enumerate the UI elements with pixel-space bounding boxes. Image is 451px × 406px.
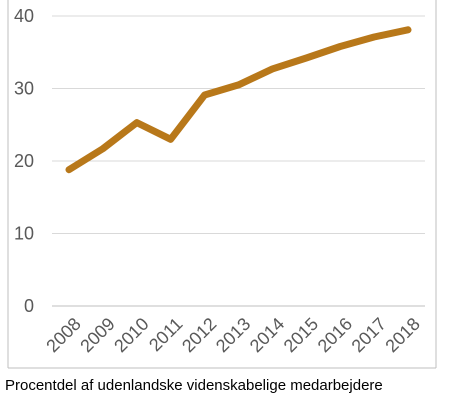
- y-tick-label: 10: [14, 224, 34, 244]
- gridlines: [52, 15, 425, 307]
- x-tick-label: 2015: [280, 314, 322, 356]
- y-tick-label: 30: [14, 79, 34, 99]
- x-tick-label: 2014: [246, 314, 288, 356]
- x-tick-label: 2011: [145, 314, 187, 356]
- y-axis-tick-labels: 0 10 20 30 40: [14, 6, 34, 316]
- x-tick-label: 2009: [76, 314, 118, 356]
- series-lines: [65, 26, 412, 174]
- series-line-0: [65, 26, 412, 174]
- x-tick-label: 2016: [314, 314, 356, 356]
- x-tick-label: 2013: [212, 314, 254, 356]
- x-axis-tick-labels: 2008200920102011201220132014201520162017…: [42, 314, 424, 356]
- x-tick-label: 2008: [42, 314, 84, 356]
- y-tick-label: 40: [14, 6, 34, 26]
- y-tick-label: 20: [14, 151, 34, 171]
- x-tick-label: 2010: [110, 314, 152, 356]
- x-tick-label: 2012: [178, 314, 220, 356]
- chart-caption: Procentdel af udenlandske videnskabelige…: [5, 377, 383, 394]
- y-tick-label: 0: [24, 296, 34, 316]
- x-tick-label: 2017: [348, 314, 390, 356]
- x-tick-label: 2018: [381, 314, 423, 356]
